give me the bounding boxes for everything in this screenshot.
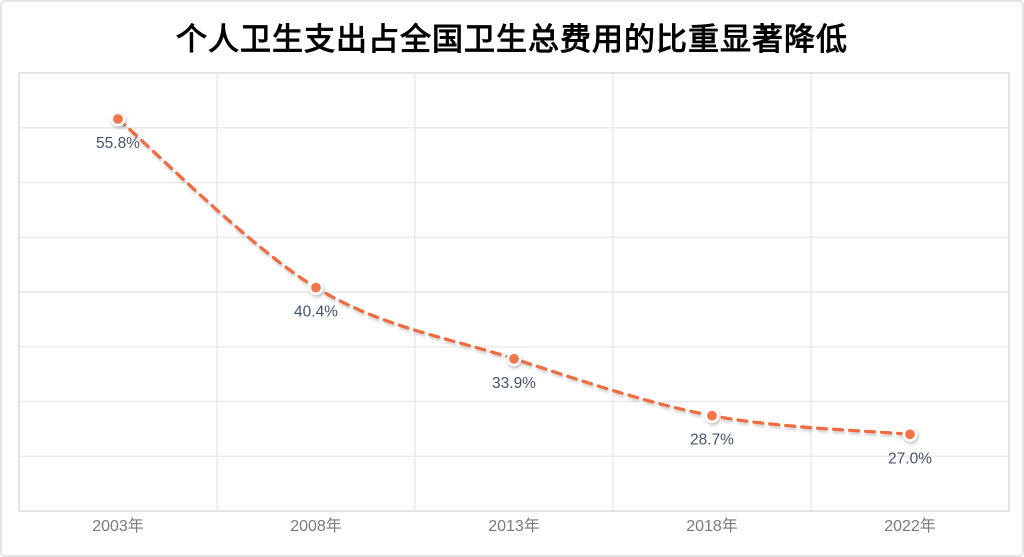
- label-layer: 55.8% 40.4% 33.9% 28.7% 27.0%: [96, 135, 932, 467]
- data-point-marker-2022年: [902, 426, 918, 442]
- data-label-2022年: 27.0%: [888, 450, 932, 467]
- x-axis-label-2018年: 2018年: [686, 517, 738, 535]
- data-label-2018年: 28.7%: [690, 432, 734, 449]
- data-label-2013年: 33.9%: [492, 375, 536, 392]
- series-layer: [110, 111, 918, 442]
- x-axis-label-2013年: 2013年: [488, 517, 540, 535]
- x-axis-label-2008年: 2008年: [290, 517, 342, 535]
- chart-title: 个人卫生支出占全国卫生总费用的比重显著降低: [176, 22, 848, 57]
- data-point-marker-2018年: [704, 408, 720, 424]
- data-point-marker-2008年: [308, 280, 324, 296]
- data-label-2003年: 55.8%: [96, 135, 140, 152]
- x-axis: 2003年 2008年 2013年 2018年 2022年: [92, 517, 936, 535]
- data-point-marker-2003年: [110, 111, 126, 127]
- grid-layer: [18, 72, 1010, 512]
- x-axis-label-2022年: 2022年: [884, 517, 936, 535]
- data-label-2008年: 40.4%: [294, 304, 338, 321]
- plot-border: [18, 72, 1010, 512]
- data-point-marker-2013年: [506, 351, 522, 367]
- x-axis-label-2003年: 2003年: [92, 517, 144, 535]
